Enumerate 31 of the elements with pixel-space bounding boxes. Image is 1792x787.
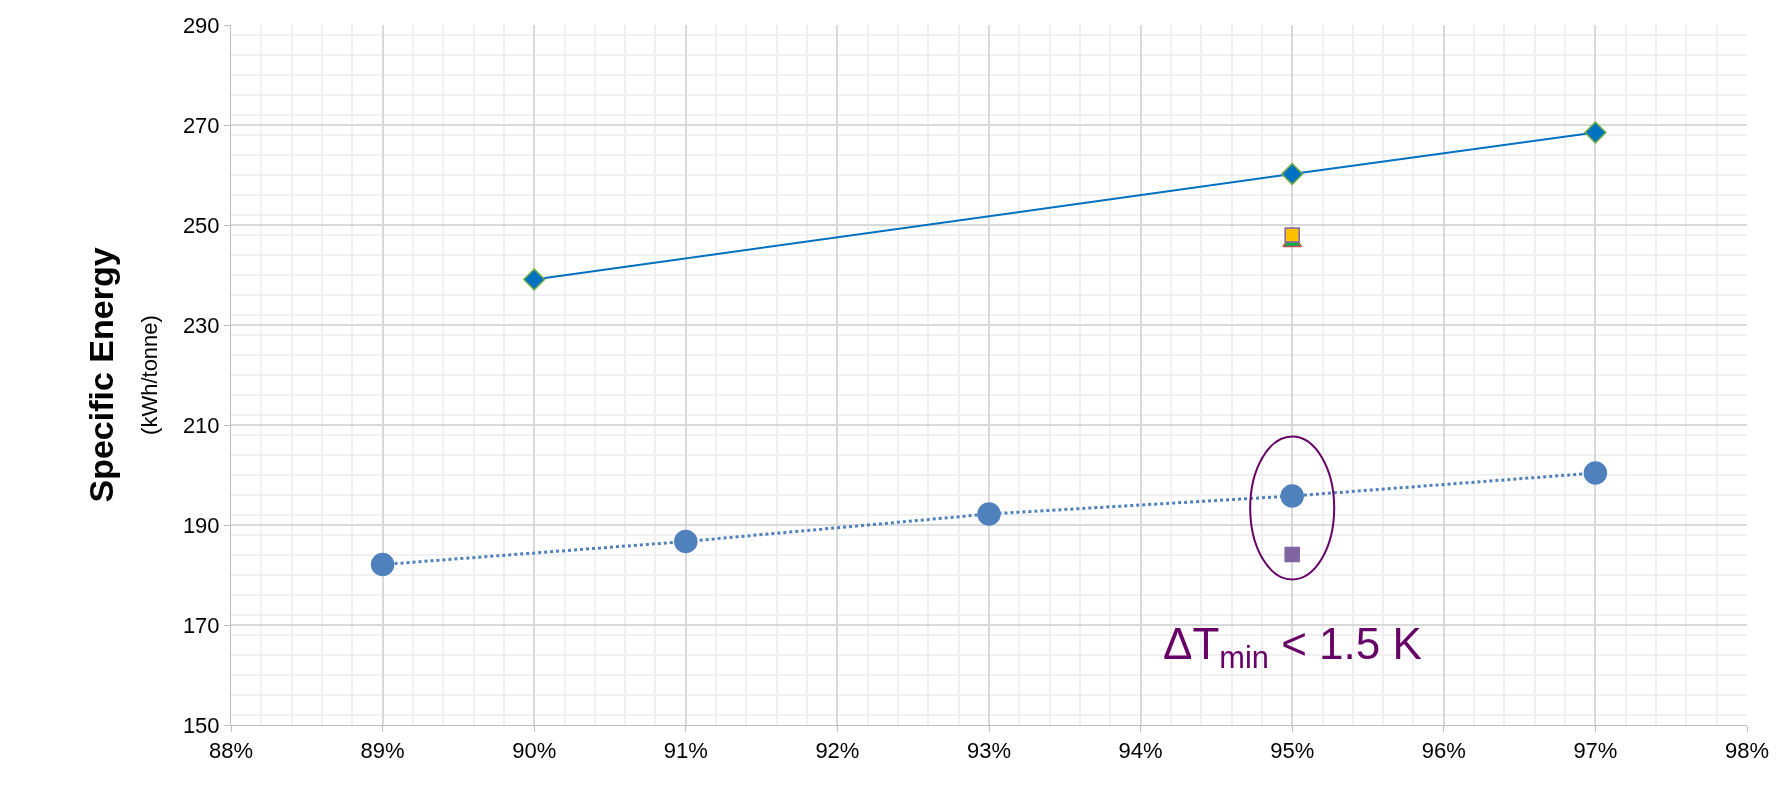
x-tick-label: 93% <box>966 738 1012 764</box>
x-tick-label: 95% <box>1270 738 1315 764</box>
point <box>1584 121 1607 144</box>
x-tick-label: 92% <box>815 738 860 764</box>
x-tick-label: 90% <box>512 738 557 764</box>
x-tick-label: 94% <box>1118 738 1163 764</box>
x-tick-label: 97% <box>1573 738 1618 764</box>
point <box>1280 484 1304 508</box>
point <box>370 552 395 577</box>
point <box>1583 461 1608 485</box>
y-tick-label: 210 <box>182 412 220 438</box>
y-tick-label: 290 <box>182 12 220 38</box>
x-tick-label: 96% <box>1421 738 1466 764</box>
y-tick-label: 190 <box>182 512 220 538</box>
x-tick-label: 88% <box>208 738 254 764</box>
x-tick-label: 89% <box>360 738 405 764</box>
y-tick-label: 230 <box>182 312 220 338</box>
y-tick-label: 170 <box>182 612 220 638</box>
y-tick-label: 270 <box>182 112 220 138</box>
y-axis-title: Specific Energy (kWh/tonne) <box>82 247 163 503</box>
point <box>1281 162 1304 186</box>
point <box>1284 546 1300 563</box>
x-tick-label: 98% <box>1724 738 1770 764</box>
point <box>977 502 1001 526</box>
point <box>674 529 698 554</box>
y-tick-label: 250 <box>182 212 220 238</box>
x-tick-label: 91% <box>663 738 708 764</box>
point <box>523 268 546 291</box>
annotation: ΔT$_{min}$ < 1.5 K <box>1163 619 1422 676</box>
point <box>1284 227 1300 243</box>
y-tick-label: 150 <box>182 712 220 738</box>
